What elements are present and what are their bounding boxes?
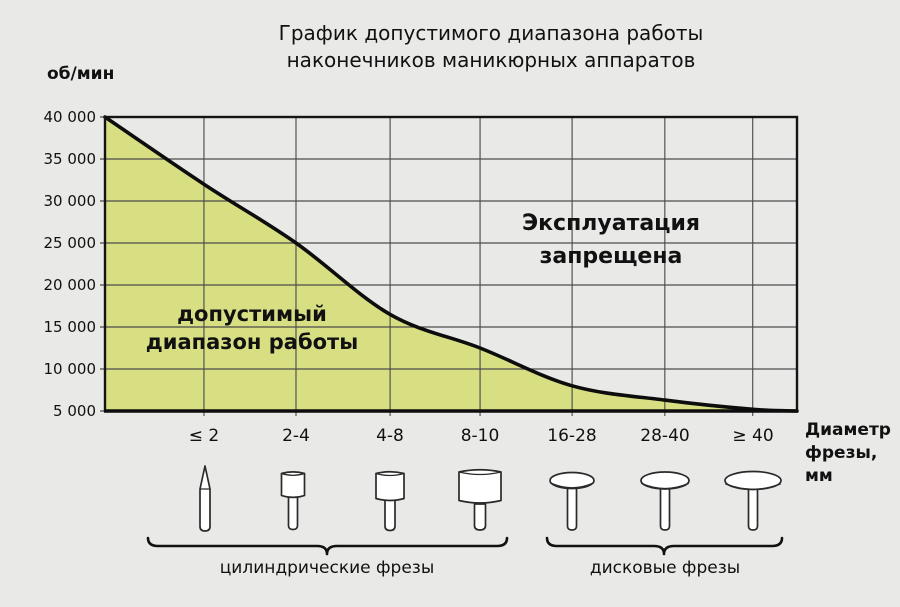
group-label-disk: дисковые фрезы — [589, 558, 741, 578]
chart-title-line1: График допустимого диапазона работы — [278, 21, 704, 45]
y-tick: 20 000 — [43, 276, 97, 294]
x-axis-title: Диаметр фрезы, мм — [805, 419, 900, 488]
y-tick: 35 000 — [43, 150, 97, 168]
brace-cylindrical-burs — [146, 536, 509, 556]
y-tick: 15 000 — [43, 318, 97, 336]
y-tick: 25 000 — [43, 234, 97, 252]
x-category-label: 28-40 — [640, 426, 690, 446]
forbidden-region-label: Эксплуатация запрещена — [521, 211, 701, 269]
plot-area — [100, 115, 799, 416]
group-label-cylindrical: цилиндрические фрезы — [219, 558, 435, 578]
bur-icon-disk-large — [724, 470, 782, 531]
x-axis-title-line2: фрезы, мм — [805, 443, 878, 486]
bur-icon-cylinder-large — [458, 468, 502, 531]
chart-title-line2: наконечников маникюрных аппаратов — [286, 48, 696, 72]
x-category-label: 16-28 — [547, 426, 597, 446]
x-category-label: 2-4 — [282, 426, 310, 446]
x-axis-title-line1: Диаметр — [805, 420, 891, 440]
bur-icon-cylinder-small — [280, 471, 306, 531]
bur-icon-disk-medium — [640, 471, 690, 531]
bur-icon-cylinder-medium — [375, 470, 405, 532]
x-category-label: 4-8 — [376, 426, 404, 446]
y-tick: 10 000 — [43, 360, 97, 378]
y-tick: 40 000 — [43, 108, 97, 126]
brace-disk-burs — [545, 536, 784, 556]
bur-icon-needle — [199, 465, 211, 532]
x-category-label: ≤ 2 — [188, 426, 220, 446]
y-tick: 5 000 — [53, 402, 96, 420]
y-tick: 30 000 — [43, 192, 97, 210]
x-category-label: ≥ 40 — [732, 426, 774, 446]
bur-icon-disk-small — [549, 471, 595, 531]
allowed-region-label: допустимый диапазон работы — [145, 302, 359, 354]
x-category-label: 8-10 — [460, 426, 500, 446]
y-axis-unit-label: об/мин — [47, 64, 115, 84]
chart-title: График допустимого диапазона работы нако… — [91, 20, 891, 74]
